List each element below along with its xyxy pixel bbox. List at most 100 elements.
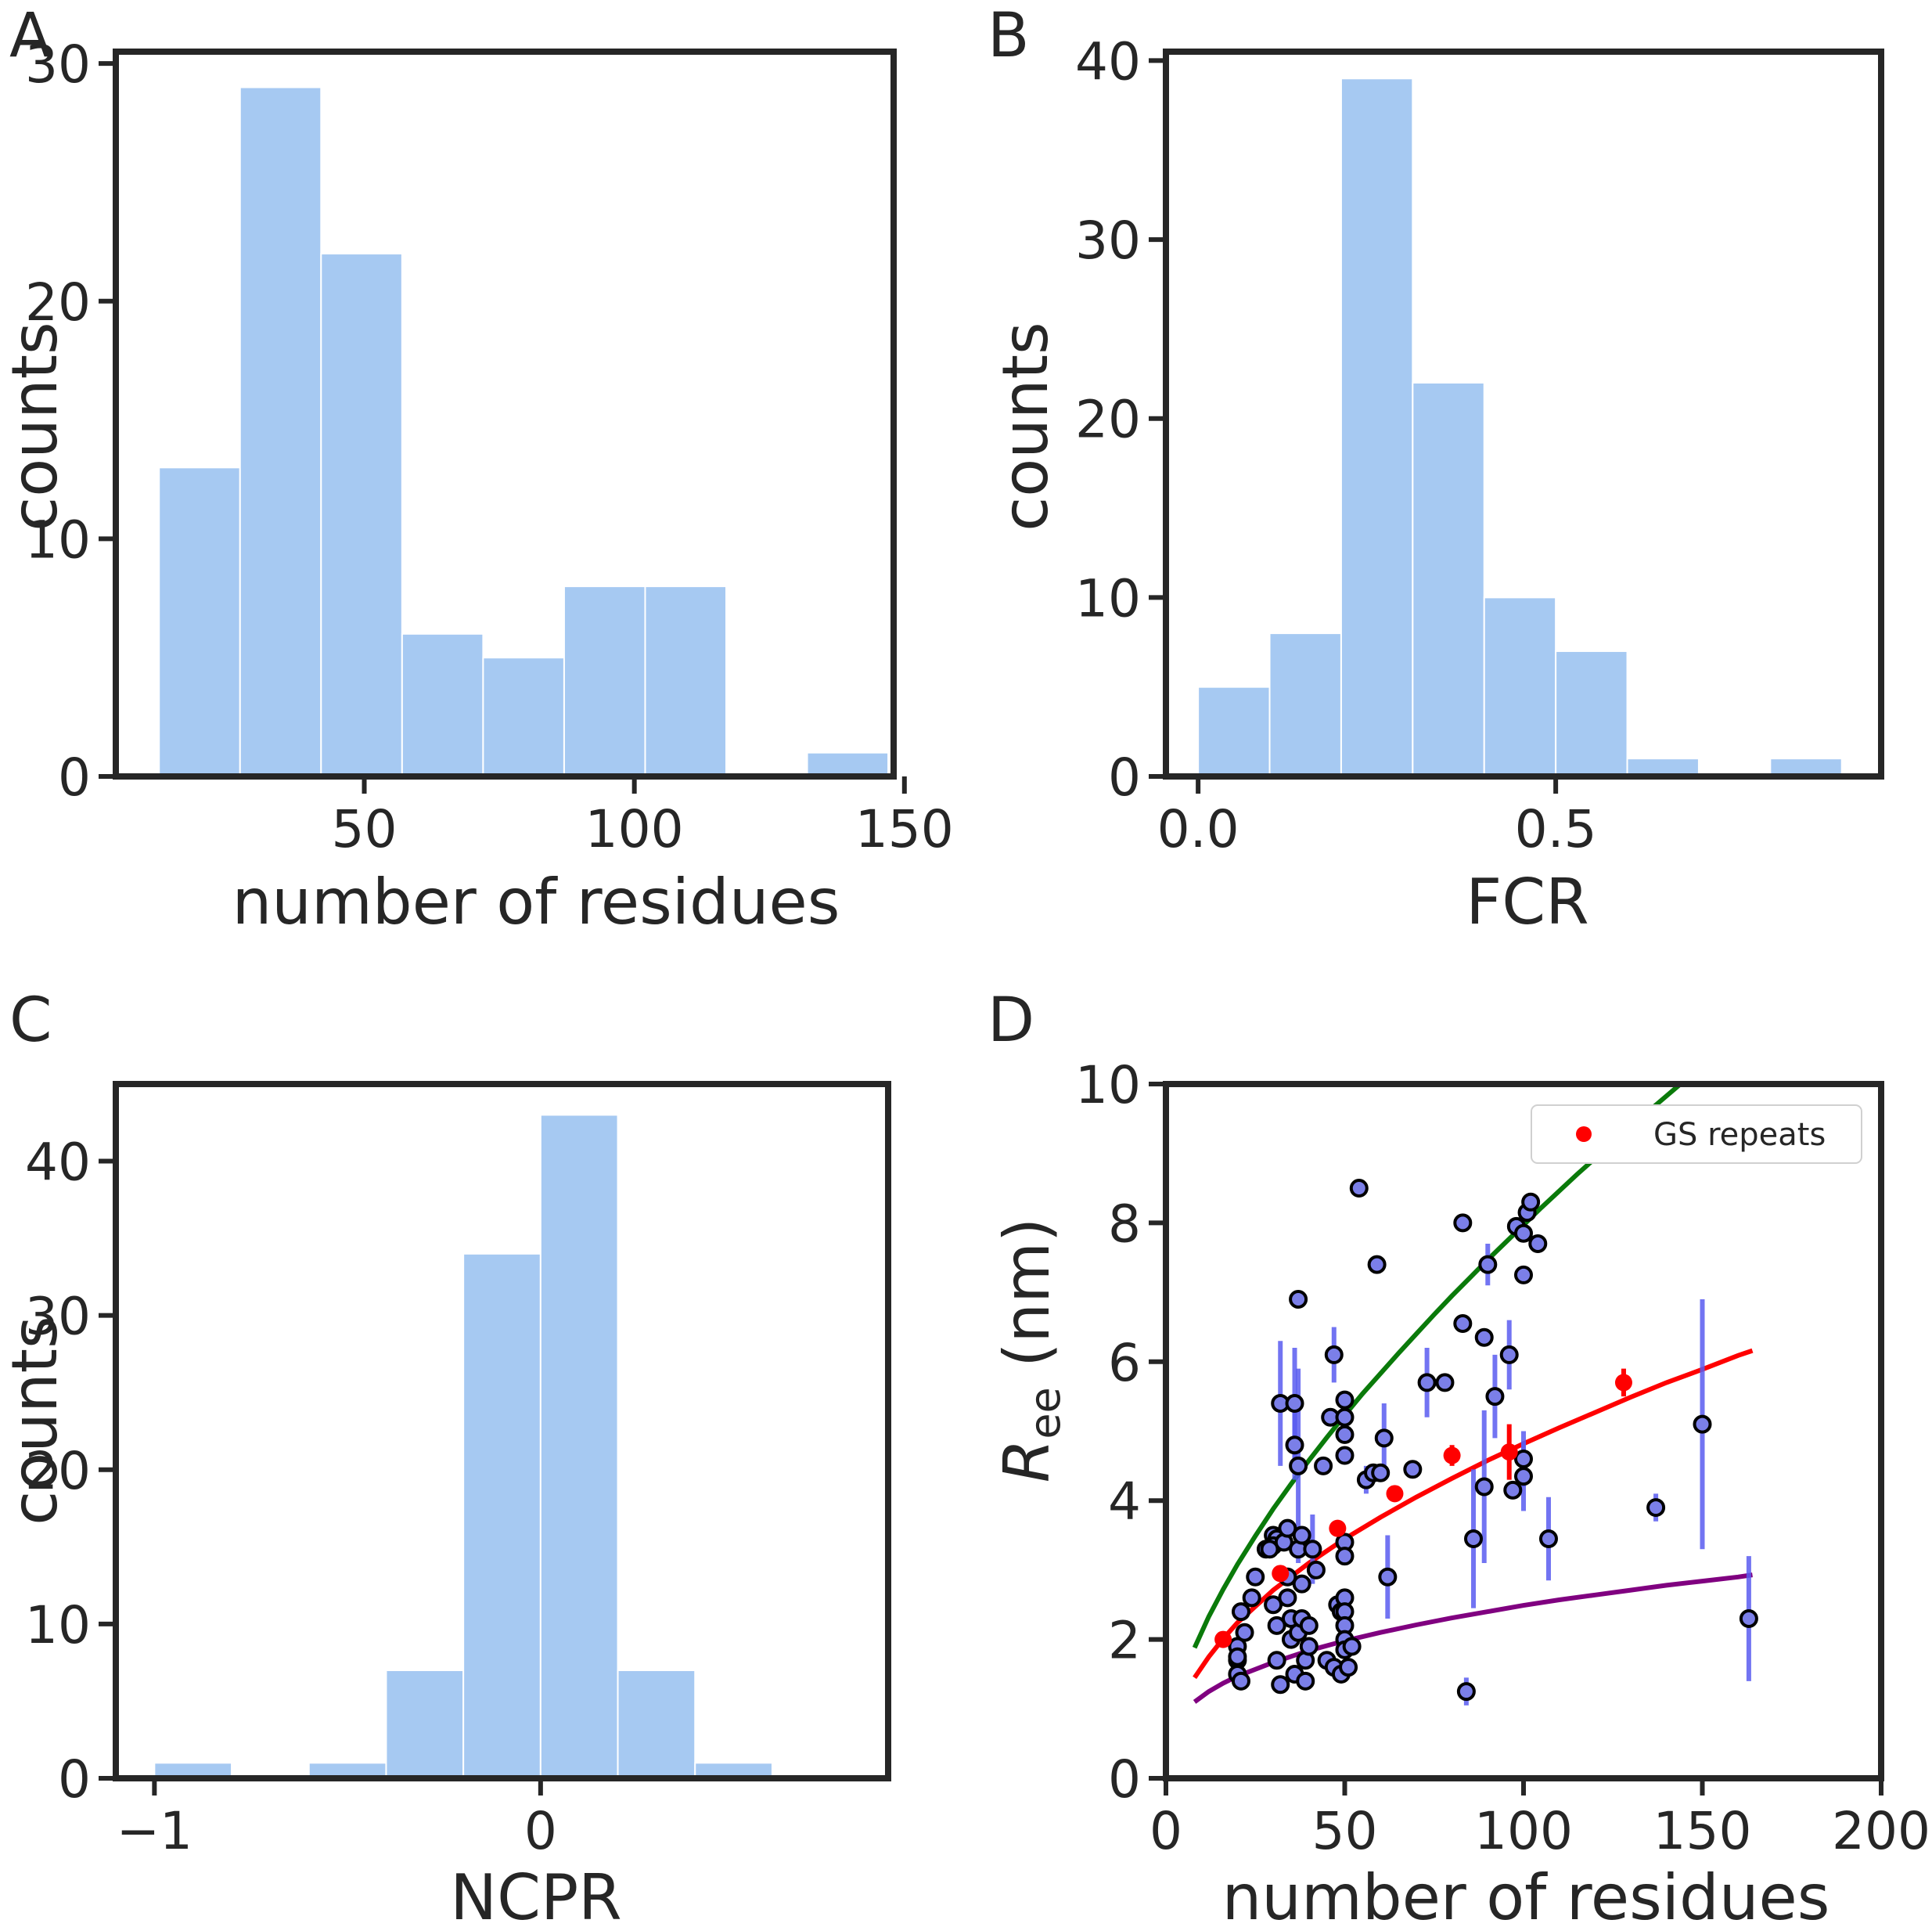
upper-curve bbox=[1192, 1084, 1685, 1649]
data-point bbox=[1267, 1651, 1286, 1670]
data-point bbox=[1349, 1179, 1369, 1198]
data-point bbox=[1235, 1623, 1254, 1642]
panel-b-bar bbox=[1555, 650, 1628, 777]
data-point bbox=[1464, 1529, 1484, 1548]
data-point bbox=[1339, 1658, 1358, 1677]
data-point bbox=[1267, 1615, 1286, 1635]
panel-d: D number of residues Ree (nm) 0 50 100 150 2… bbox=[988, 985, 1930, 1927]
panel-b-bar bbox=[1340, 77, 1414, 777]
gs-repeats-point bbox=[1386, 1485, 1404, 1503]
gs-repeats-point bbox=[1329, 1519, 1347, 1537]
panel-a-letter: A bbox=[9, 1, 51, 71]
data-point bbox=[1739, 1608, 1758, 1628]
panel-d-frame bbox=[1163, 1081, 1884, 1781]
panel-d-xtick-label: 100 bbox=[1474, 1801, 1573, 1861]
panel-b-plot: 0.0 0.5 0 10 20 30 40 bbox=[1075, 31, 1884, 859]
panel-c-bar bbox=[462, 1252, 541, 1780]
data-point bbox=[1478, 1255, 1498, 1274]
panel-b-bar bbox=[1268, 632, 1342, 777]
panel-c: C NCPR counts −1 0 0 10 20 30 40 bbox=[0, 985, 891, 1927]
panel-a-bar bbox=[158, 466, 241, 777]
panel-a: A number of residues counts 50 100 150 0 10 2… bbox=[0, 1, 954, 938]
data-point bbox=[1646, 1498, 1666, 1518]
data-point bbox=[1335, 1425, 1355, 1444]
panel-c-ytick-label: 10 bbox=[25, 1595, 91, 1655]
data-point bbox=[1231, 1671, 1250, 1691]
data-point bbox=[1314, 1456, 1333, 1475]
panel-a-bar bbox=[482, 657, 565, 777]
panel-c-ytick-label: 0 bbox=[58, 1749, 91, 1810]
panel-d-xtick-label: 150 bbox=[1653, 1801, 1752, 1861]
panel-a-bar bbox=[401, 632, 484, 777]
legend: GS repeats bbox=[1531, 1104, 1862, 1164]
panel-c-bar bbox=[539, 1114, 619, 1779]
panel-a-xtick-label: 150 bbox=[855, 799, 954, 859]
panel-d-ylabel-main: R bbox=[991, 1439, 1063, 1483]
panel-d-letter: D bbox=[988, 985, 1034, 1056]
gs-repeats-point bbox=[1614, 1374, 1632, 1392]
data-point bbox=[1335, 1446, 1355, 1465]
panel-c-xtick-label: 0 bbox=[524, 1801, 557, 1861]
data-point bbox=[1285, 1394, 1304, 1414]
data-point bbox=[1417, 1373, 1437, 1392]
panel-b-ytick-label: 20 bbox=[1075, 390, 1141, 450]
data-point bbox=[1335, 1390, 1355, 1410]
data-point bbox=[1474, 1327, 1494, 1347]
data-point bbox=[1296, 1671, 1315, 1691]
panel-c-ytick-label: 30 bbox=[25, 1287, 91, 1347]
gs-repeats-point bbox=[1443, 1446, 1461, 1464]
data-point bbox=[1453, 1314, 1473, 1334]
data-point bbox=[1342, 1637, 1362, 1656]
panel-b-bar bbox=[1483, 596, 1557, 777]
panel-b-frame bbox=[1163, 49, 1884, 780]
panel-b-ylabel: counts bbox=[989, 322, 1062, 531]
data-point bbox=[1278, 1518, 1297, 1538]
data-point bbox=[1260, 1540, 1279, 1559]
data-point bbox=[1335, 1407, 1355, 1427]
panel-c-letter: C bbox=[9, 985, 52, 1056]
panel-d-xtick-label: 200 bbox=[1832, 1801, 1930, 1861]
data-point bbox=[1246, 1567, 1265, 1587]
panel-c-frame bbox=[113, 1081, 891, 1781]
data-point bbox=[1503, 1480, 1523, 1500]
data-point bbox=[1538, 1529, 1558, 1548]
panel-d-ytick-label: 0 bbox=[1108, 1749, 1141, 1810]
panel-c-xtick-label: −1 bbox=[117, 1801, 192, 1861]
data-point bbox=[1324, 1345, 1344, 1364]
panel-d-ylabel-sub: ee bbox=[1020, 1387, 1070, 1439]
panel-a-bar bbox=[644, 585, 728, 777]
panel-d-ylabel-unit: (nm) bbox=[991, 1218, 1063, 1387]
data-point bbox=[1474, 1477, 1494, 1497]
data-point bbox=[1306, 1560, 1326, 1579]
data-point bbox=[1303, 1540, 1322, 1559]
panel-b-bar bbox=[1412, 381, 1485, 777]
panel-b-ytick-label: 30 bbox=[1075, 211, 1141, 271]
panel-a-plot: 50 100 150 0 10 20 30 bbox=[25, 34, 954, 859]
data-point bbox=[1514, 1467, 1533, 1486]
data-point bbox=[1378, 1567, 1398, 1587]
data-point bbox=[1374, 1428, 1394, 1448]
legend-marker-gs-repeats bbox=[1576, 1126, 1592, 1142]
panel-d-ytick-label: 8 bbox=[1108, 1194, 1141, 1254]
data-point bbox=[1289, 1456, 1308, 1475]
gs-repeats-point bbox=[1500, 1443, 1518, 1461]
data-point bbox=[1693, 1414, 1712, 1434]
data-point bbox=[1264, 1595, 1283, 1615]
data-point bbox=[1435, 1373, 1455, 1392]
data-point bbox=[1371, 1463, 1391, 1482]
panel-a-ytick-label: 20 bbox=[25, 272, 91, 333]
panel-d-xtick-label: 0 bbox=[1149, 1801, 1182, 1861]
data-point bbox=[1231, 1602, 1250, 1622]
panel-b-xtick-label: 0.5 bbox=[1515, 799, 1597, 859]
panel-c-bar bbox=[617, 1669, 696, 1779]
data-point bbox=[1456, 1682, 1476, 1702]
data-point bbox=[1521, 1192, 1541, 1212]
data-point bbox=[1242, 1588, 1261, 1608]
panel-a-ytick-label: 0 bbox=[58, 747, 91, 808]
panel-b-bar bbox=[1197, 686, 1271, 777]
panel-b-ytick-label: 40 bbox=[1075, 31, 1141, 92]
data-point bbox=[1299, 1615, 1319, 1635]
panel-a-xtick-label: 100 bbox=[585, 799, 684, 859]
panel-d-ylabel: Ree (nm) bbox=[991, 1218, 1070, 1483]
